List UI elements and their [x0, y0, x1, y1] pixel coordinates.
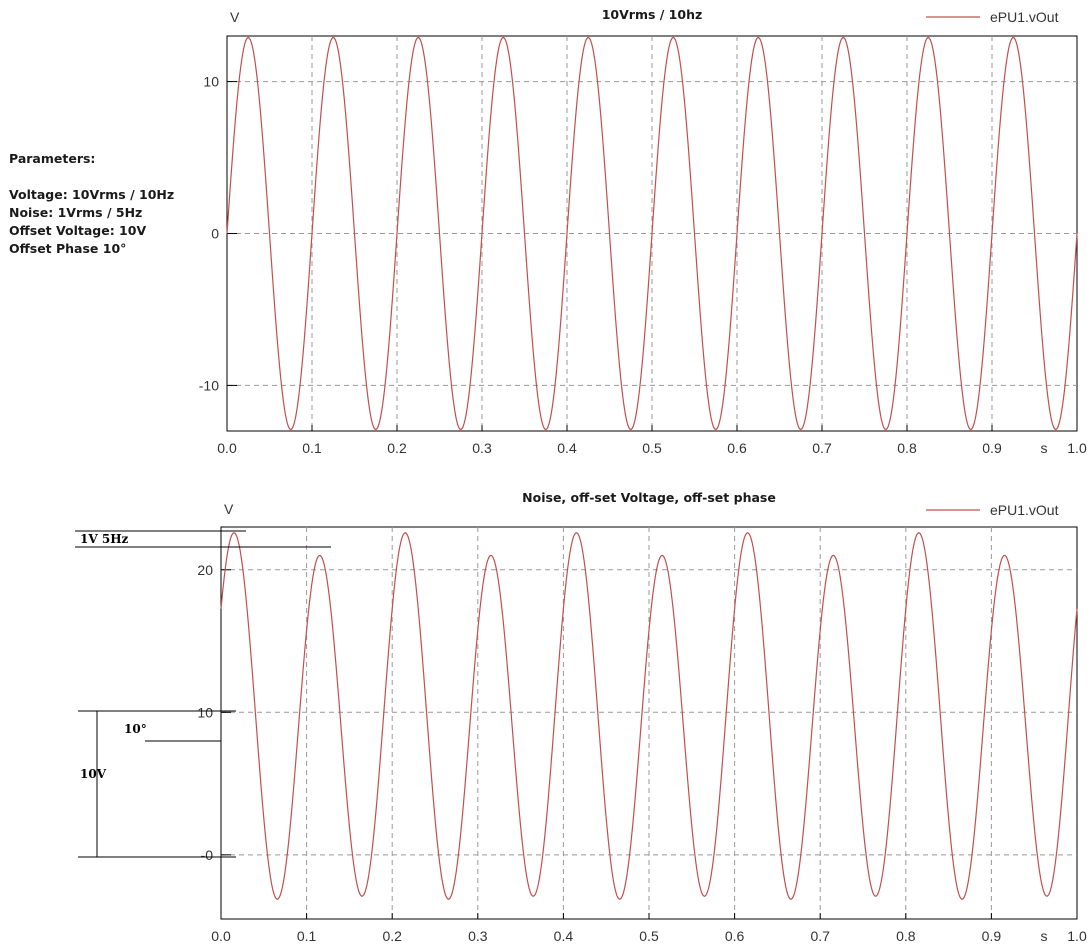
y-tick-label: -0 — [201, 847, 214, 863]
legend-label: ePU1.vOut — [990, 502, 1059, 518]
y-tick-label: 10 — [197, 704, 213, 720]
chart-top: 10 0 -10 0.0 0.1 0.2 0.3 0.4 0.5 0.6 0.7 0.8 0.9 1.0… — [199, 7, 1087, 456]
y-tick-label: 0 — [211, 226, 219, 242]
y-axis-unit: V — [230, 9, 240, 25]
parameter-offset-voltage: Offset Voltage: 10V — [9, 223, 147, 238]
phase-annotation: 10° — [124, 722, 147, 736]
y-tick-label: -10 — [199, 377, 219, 393]
x-tick-label: 0.9 — [982, 928, 1002, 944]
chart-title: 10Vrms / 10hz — [602, 7, 703, 22]
x-tick-label: 0.3 — [468, 928, 488, 944]
series-line-epu1-vout — [226, 36, 1078, 431]
grid-lines — [221, 527, 1077, 919]
x-tick-label: 0.9 — [982, 440, 1002, 456]
x-tick-label: 1.0 — [1067, 928, 1087, 944]
x-tick-label: 0.0 — [211, 928, 231, 944]
x-tick-label: 0.8 — [897, 440, 917, 456]
x-axis-unit: s — [1041, 440, 1048, 456]
x-tick-label: 1.0 — [1067, 440, 1087, 456]
series-line-epu1-vout — [220, 532, 1078, 900]
x-tick-label: 0.1 — [297, 928, 317, 944]
x-tick-label: 0.0 — [217, 440, 237, 456]
x-tick-label: 0.5 — [639, 928, 659, 944]
x-tick-label: 0.4 — [557, 440, 577, 456]
x-tick-label: 0.7 — [812, 440, 832, 456]
legend-label: ePU1.vOut — [990, 9, 1059, 25]
x-tick-label: 0.2 — [382, 928, 402, 944]
parameter-offset-phase: Offset Phase 10° — [9, 241, 127, 256]
x-tick-label: 0.5 — [642, 440, 662, 456]
spacer — [9, 168, 174, 186]
x-tick-label: 0.4 — [554, 928, 574, 944]
chart-bottom: 20 10 -0 0.0 0.1 0.2 0.3 0.4 0.5 0.6 0.7 0.8 0.9 1.0… — [197, 490, 1087, 944]
x-tick-label: 0.1 — [302, 440, 322, 456]
x-tick-label: 0.6 — [725, 928, 745, 944]
x-tick-label: 0.7 — [810, 928, 830, 944]
x-tick-label: 0.6 — [727, 440, 747, 456]
y-tick-label: 20 — [197, 562, 213, 578]
y-axis: 20 10 -0 — [197, 562, 231, 863]
offset-annotation: 10V — [80, 767, 107, 781]
x-axis: 0.0 0.1 0.2 0.3 0.4 0.5 0.6 0.7 0.8 0.9 1.0 — [217, 425, 1087, 456]
annotation-overlay: 1V 5Hz 10V 10° — [75, 530, 331, 858]
chart-title: Noise, off-set Voltage, off-set phase — [522, 490, 776, 505]
parameters-block: Parameters: Voltage: 10Vrms / 10Hz Noise… — [9, 150, 174, 258]
y-tick-label: 10 — [203, 74, 219, 90]
y-axis-unit: V — [224, 501, 234, 517]
x-axis-unit: s — [1041, 928, 1048, 944]
parameter-noise: Noise: 1Vrms / 5Hz — [9, 205, 143, 220]
y-axis: 10 0 -10 — [199, 74, 237, 393]
x-tick-label: 0.8 — [896, 928, 916, 944]
x-tick-label: 0.3 — [472, 440, 492, 456]
parameters-heading: Parameters: — [9, 151, 96, 166]
noise-annotation: 1V 5Hz — [80, 532, 129, 546]
x-axis: 0.0 0.1 0.2 0.3 0.4 0.5 0.6 0.7 0.8 0.9 1.0 — [211, 913, 1087, 944]
x-tick-label: 0.2 — [387, 440, 407, 456]
parameter-voltage: Voltage: 10Vrms / 10Hz — [9, 187, 175, 202]
